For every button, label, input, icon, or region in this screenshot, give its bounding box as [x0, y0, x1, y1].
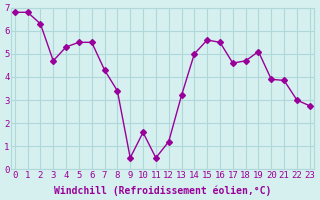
X-axis label: Windchill (Refroidissement éolien,°C): Windchill (Refroidissement éolien,°C)	[53, 185, 271, 196]
